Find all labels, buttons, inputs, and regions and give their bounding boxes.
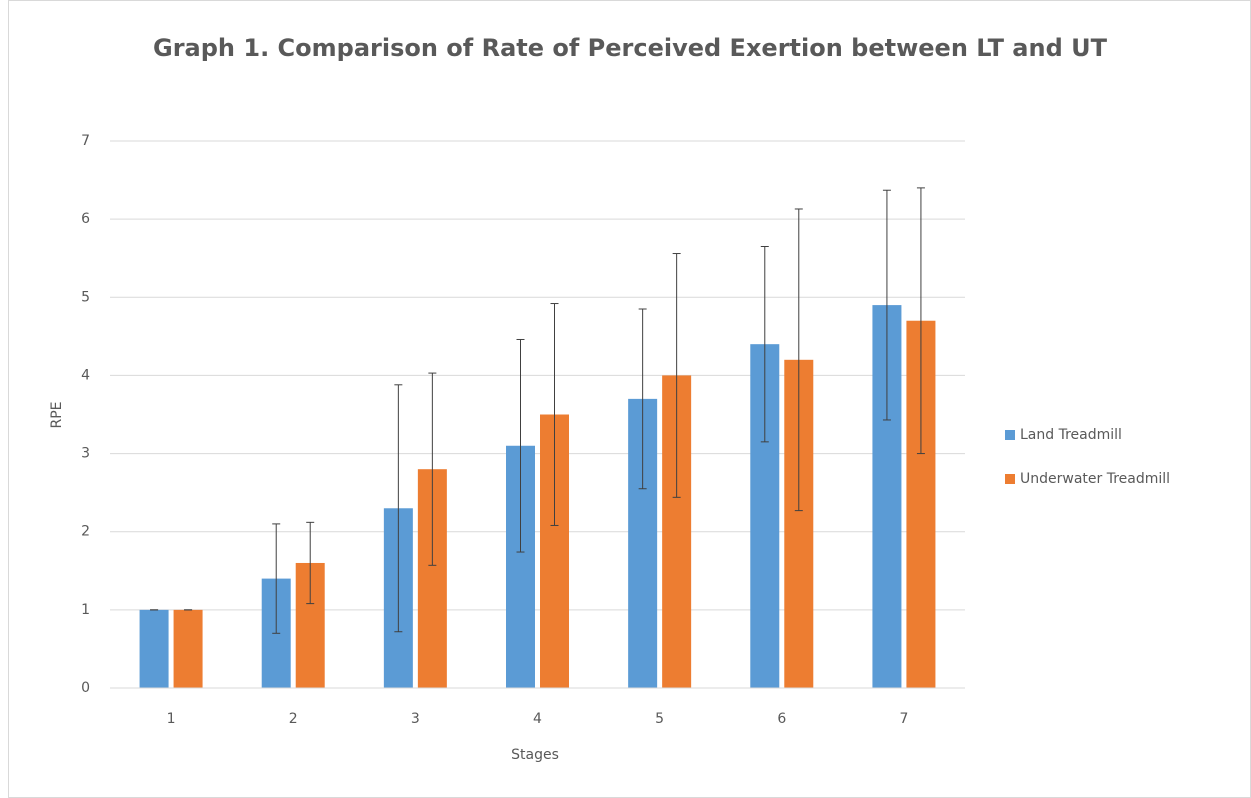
bar bbox=[139, 609, 169, 688]
bar bbox=[173, 609, 203, 688]
y-tick-label: 3 bbox=[81, 446, 90, 462]
y-tick-label: 5 bbox=[81, 289, 90, 305]
error-bar bbox=[916, 187, 925, 455]
x-tick-label: 2 bbox=[289, 711, 298, 727]
legend-label: Land Treadmill bbox=[1020, 427, 1122, 443]
y-axis-title: RPE bbox=[49, 401, 65, 428]
error-bar bbox=[272, 523, 281, 634]
chart-title: Graph 1. Comparison of Rate of Perceived… bbox=[153, 34, 1107, 62]
error-bar bbox=[428, 372, 437, 566]
error-bar bbox=[550, 303, 559, 526]
error-bar bbox=[882, 189, 891, 421]
x-tick-label: 1 bbox=[167, 711, 176, 727]
error-bar bbox=[672, 253, 681, 498]
error-bar bbox=[638, 308, 647, 490]
y-tick-label: 4 bbox=[81, 367, 90, 383]
x-tick-label: 7 bbox=[899, 711, 908, 727]
error-bar bbox=[306, 521, 315, 605]
error-bar bbox=[794, 208, 803, 512]
y-tick-label: 7 bbox=[81, 133, 90, 149]
legend-label: Underwater Treadmill bbox=[1020, 471, 1170, 487]
x-tick-label: 5 bbox=[655, 711, 664, 727]
legend-swatch bbox=[1005, 474, 1015, 484]
legend-swatch bbox=[1005, 430, 1015, 440]
x-axis-title: Stages bbox=[511, 747, 559, 763]
error-bar bbox=[394, 384, 403, 633]
x-tick-label: 3 bbox=[411, 711, 420, 727]
error-bar bbox=[516, 338, 525, 553]
y-tick-label: 6 bbox=[81, 211, 90, 227]
error-bar bbox=[760, 245, 769, 443]
y-tick-label: 0 bbox=[81, 680, 90, 696]
y-tick-label: 2 bbox=[81, 524, 90, 540]
x-tick-label: 4 bbox=[533, 711, 542, 727]
x-tick-label: 6 bbox=[777, 711, 786, 727]
y-tick-label: 1 bbox=[81, 602, 90, 618]
